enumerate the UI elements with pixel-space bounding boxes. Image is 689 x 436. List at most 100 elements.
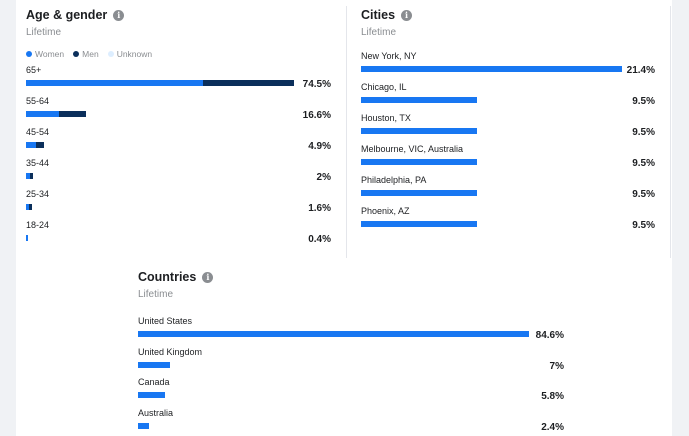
country-bar	[138, 361, 564, 368]
men-dot-icon	[73, 51, 80, 57]
audience-card	[16, 0, 672, 436]
city-row: New York, NY 21.4%	[361, 51, 655, 76]
age-bar	[26, 204, 331, 210]
country-row-percent: 5.8%	[541, 391, 564, 402]
men-segment	[29, 173, 34, 179]
age-bar	[26, 235, 331, 241]
countries-title-text: Countries	[138, 270, 197, 284]
city-row: Chicago, IL 9.5%	[361, 82, 655, 107]
city-row: Melbourne, VIC, Australia 9.5%	[361, 144, 655, 169]
city-row-label: Phoenix, AZ	[361, 206, 410, 216]
right-divider	[670, 6, 671, 258]
age-row-percent: 4.9%	[308, 141, 331, 152]
city-bar-fill	[361, 221, 477, 227]
info-icon[interactable]: i	[401, 9, 413, 21]
country-bar-fill	[138, 422, 150, 429]
city-row-percent: 9.5%	[632, 127, 655, 138]
country-bar	[138, 331, 564, 337]
city-bar	[361, 221, 655, 227]
country-bar-fill	[138, 331, 529, 337]
age-gender-title: Age & gender i	[26, 7, 336, 23]
age-bar	[26, 111, 331, 117]
country-bar	[138, 422, 564, 429]
legend-women: Women	[26, 49, 64, 59]
age-row-percent: 74.5%	[302, 79, 331, 90]
city-row: Philadelphia, PA 9.5%	[361, 175, 655, 200]
city-row-label: Philadelphia, PA	[361, 175, 427, 185]
age-row-label: 65+	[26, 65, 42, 75]
men-segment	[29, 204, 32, 210]
country-row-percent: 2.4%	[541, 421, 564, 433]
info-icon[interactable]: i	[202, 271, 214, 283]
country-row-label: Australia	[138, 407, 174, 418]
unknown-dot-icon	[107, 51, 114, 57]
age-bar	[26, 173, 331, 179]
age-row-18-24: 18-24 0.4%	[26, 220, 331, 245]
city-row: Phoenix, AZ 9.5%	[361, 206, 655, 231]
age-row-percent: 0.4%	[308, 234, 331, 245]
column-divider	[346, 6, 347, 258]
info-icon[interactable]: i	[113, 9, 125, 21]
age-row-45-54: 45-54 4.9%	[26, 127, 331, 152]
cities-section: Cities i Lifetime New York, NY 21.4% Chica…	[361, 7, 657, 257]
country-bar	[138, 392, 564, 398]
age-bar	[26, 142, 331, 148]
age-row-label: 18-24	[26, 220, 50, 230]
women-segment	[26, 80, 203, 86]
country-row-percent: 84.6%	[535, 330, 564, 341]
country-bar-fill	[138, 392, 165, 398]
age-row-label: 45-54	[26, 127, 50, 137]
city-bar	[361, 97, 655, 103]
countries-section: Countries i Lifetime United States 84.6% U…	[138, 269, 568, 434]
age-row-percent: 2%	[316, 172, 331, 183]
city-row-label: Chicago, IL	[361, 82, 407, 92]
age-row-label: 25-34	[26, 189, 50, 199]
age-row-65plus: 65+ 74.5%	[26, 65, 331, 90]
country-row: United States 84.6%	[138, 316, 564, 341]
countries-title: Countries i	[138, 269, 568, 285]
men-segment	[58, 111, 86, 117]
age-row-percent: 1.6%	[308, 203, 331, 214]
city-bar-fill	[361, 159, 477, 165]
age-row-35-44: 35-44 2%	[26, 158, 331, 183]
cities-title: Cities i	[361, 7, 657, 23]
city-bar-fill	[361, 66, 622, 72]
age-gender-subtitle: Lifetime	[26, 27, 62, 38]
city-bar	[361, 66, 655, 72]
city-bar-fill	[361, 190, 477, 196]
country-row-label: Canada	[138, 377, 170, 387]
city-bar-fill	[361, 97, 477, 103]
legend-men: Men	[73, 49, 99, 59]
city-row-label: Houston, TX	[361, 113, 411, 123]
city-row-percent: 9.5%	[632, 220, 655, 231]
city-bar	[361, 128, 655, 134]
city-bar-fill	[361, 128, 477, 134]
age-row-label: 35-44	[26, 158, 50, 168]
legend-women-label: Women	[35, 49, 65, 59]
city-bar	[361, 159, 655, 165]
men-segment	[202, 80, 294, 86]
city-bar	[361, 190, 655, 196]
age-gender-section: Age & gender i Lifetime Women Men Unknow…	[26, 7, 336, 257]
age-gender-title-text: Age & gender	[26, 8, 108, 22]
country-row: Canada 5.8%	[138, 377, 564, 402]
city-row-label: Melbourne, VIC, Australia	[361, 144, 464, 154]
cities-title-text: Cities	[361, 8, 396, 22]
men-segment	[35, 142, 44, 148]
city-row: Houston, TX 9.5%	[361, 113, 655, 138]
women-segment	[26, 173, 30, 179]
age-row-25-34: 25-34 1.6%	[26, 189, 331, 214]
women-segment	[26, 142, 36, 148]
legend-unknown-label: Unknown	[116, 49, 153, 59]
country-row-label: United Kingdom	[138, 346, 203, 357]
women-segment	[26, 204, 30, 210]
legend-unknown: Unknown	[107, 49, 153, 59]
city-row-label: New York, NY	[361, 51, 417, 61]
city-row-percent: 9.5%	[632, 189, 655, 200]
legend-men-label: Men	[82, 49, 99, 59]
age-gender-legend: Women Men Unknown	[26, 49, 336, 59]
age-bar	[26, 80, 331, 86]
age-row-55-64: 55-64 16.6%	[26, 96, 331, 121]
women-segment	[26, 111, 59, 117]
city-row-percent: 9.5%	[632, 158, 655, 169]
